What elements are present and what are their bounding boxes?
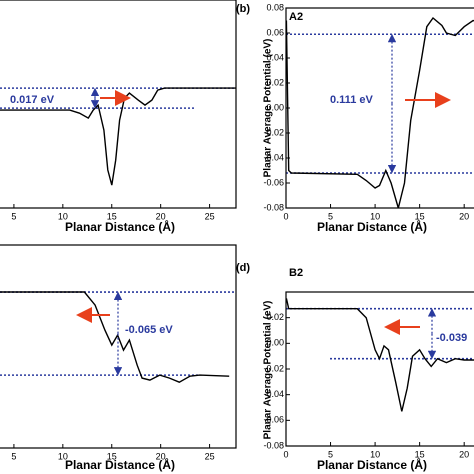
annotation: -0.065 eV xyxy=(125,324,173,336)
y-axis-label: Planar Average Potential (eV) xyxy=(263,39,274,178)
plot-frame xyxy=(0,0,237,209)
annotation: 0.111 eV xyxy=(330,94,373,106)
y-tick-label: -0.06 xyxy=(263,415,284,425)
y-tick-label: -0.06 xyxy=(263,177,284,187)
x-axis-label: Planar Distance (Å) xyxy=(317,219,427,234)
x-tick-label: 20 xyxy=(156,211,166,221)
potential-curve xyxy=(286,16,474,208)
x-tick-label: 20 xyxy=(459,449,469,459)
x-tick-label: 5 xyxy=(328,211,333,221)
y-tick-label: 0.02 xyxy=(266,77,284,87)
y-axis-label: Planar Average Potential (eV) xyxy=(263,301,274,440)
plot-frame xyxy=(0,244,237,449)
x-tick-label: 10 xyxy=(370,211,380,221)
panel-tag: A2 xyxy=(289,11,303,23)
annotation: -0.039 xyxy=(436,332,467,344)
potential-curve xyxy=(0,291,230,383)
x-tick-label: 5 xyxy=(328,449,333,459)
x-axis-label: Planar Distance (Å) xyxy=(65,219,175,234)
x-tick-label: 25 xyxy=(205,211,215,221)
annotation: 0.017 eV xyxy=(10,94,55,106)
x-tick-label: 5 xyxy=(11,451,16,461)
x-tick-label: 15 xyxy=(415,211,425,221)
y-tick-label: -0.04 xyxy=(263,152,284,162)
plot-frame xyxy=(285,7,474,209)
y-tick-label: -0.08 xyxy=(263,202,284,212)
y-tick-label: 0.04 xyxy=(266,52,284,62)
y-tick-label: 0.00 xyxy=(266,338,284,348)
x-tick-label: 10 xyxy=(58,211,68,221)
x-tick-label: 10 xyxy=(370,449,380,459)
x-tick-label: 15 xyxy=(415,449,425,459)
x-tick-label: 5 xyxy=(11,211,16,221)
y-tick-label: 0.08 xyxy=(266,2,284,12)
panel-tag: B2 xyxy=(289,267,303,279)
x-tick-label: 20 xyxy=(459,211,469,221)
x-axis-label: Planar Distance (Å) xyxy=(65,457,175,472)
y-tick-label: -0.04 xyxy=(263,389,284,399)
plot-frame xyxy=(285,291,474,447)
y-tick-label: -0.08 xyxy=(263,440,284,450)
y-tick-label: 0.02 xyxy=(266,312,284,322)
x-tick-label: 15 xyxy=(107,211,117,221)
x-tick-label: 10 xyxy=(58,451,68,461)
plot-area xyxy=(286,16,474,208)
x-tick-label: 0 xyxy=(283,211,288,221)
panel-label: (d) xyxy=(236,262,250,274)
x-axis-label: Planar Distance (Å) xyxy=(317,457,427,472)
x-tick-label: 15 xyxy=(107,451,117,461)
plot-area xyxy=(286,298,474,412)
x-tick-label: 25 xyxy=(205,451,215,461)
y-tick-label: 0.00 xyxy=(266,102,284,112)
y-tick-label: 0.06 xyxy=(266,27,284,37)
x-tick-label: 0 xyxy=(283,449,288,459)
potential-curve xyxy=(0,87,236,186)
potential-curve xyxy=(286,298,474,412)
panel-label: (b) xyxy=(236,3,250,15)
x-tick-label: 20 xyxy=(156,451,166,461)
y-tick-label: -0.02 xyxy=(263,363,284,373)
y-tick-label: -0.02 xyxy=(263,127,284,137)
